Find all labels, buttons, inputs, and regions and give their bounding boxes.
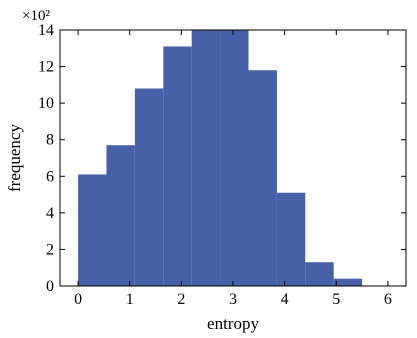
histogram-bar-7 bbox=[276, 192, 306, 286]
y-tick-label-7: 14 bbox=[38, 22, 54, 39]
x-axis-title: entropy bbox=[207, 314, 259, 333]
x-tick-label-3: 3 bbox=[229, 291, 237, 308]
histogram-bar-1 bbox=[106, 145, 135, 286]
bars-group bbox=[78, 30, 363, 287]
y-tick-label-4: 8 bbox=[46, 132, 54, 149]
histogram-bar-6 bbox=[248, 70, 277, 286]
histogram-bar-9 bbox=[333, 278, 363, 286]
y-tick-label-2: 4 bbox=[46, 205, 54, 222]
y-tick-label-1: 2 bbox=[46, 241, 54, 258]
x-tick-label-2: 2 bbox=[177, 291, 185, 308]
y-tick-label-3: 6 bbox=[46, 168, 54, 185]
x-tick-label-6: 6 bbox=[384, 291, 392, 308]
histogram-bar-4 bbox=[191, 30, 221, 286]
y-multiplier-label: ×10² bbox=[22, 8, 50, 24]
y-axis-title: frequency bbox=[5, 124, 24, 192]
histogram-bar-3 bbox=[163, 46, 192, 287]
histogram-bar-0 bbox=[78, 174, 107, 286]
y-tick-label-5: 10 bbox=[38, 95, 54, 112]
histogram-bar-8 bbox=[305, 262, 334, 286]
y-tick-label-6: 12 bbox=[38, 59, 54, 76]
x-tick-label-1: 1 bbox=[126, 291, 134, 308]
x-tick-label-4: 4 bbox=[281, 291, 289, 308]
x-tick-label-5: 5 bbox=[332, 291, 340, 308]
y-tick-label-0: 0 bbox=[46, 278, 54, 295]
histogram-bar-5 bbox=[220, 30, 249, 286]
histogram-bar-2 bbox=[134, 88, 164, 286]
x-tick-label-0: 0 bbox=[74, 291, 82, 308]
